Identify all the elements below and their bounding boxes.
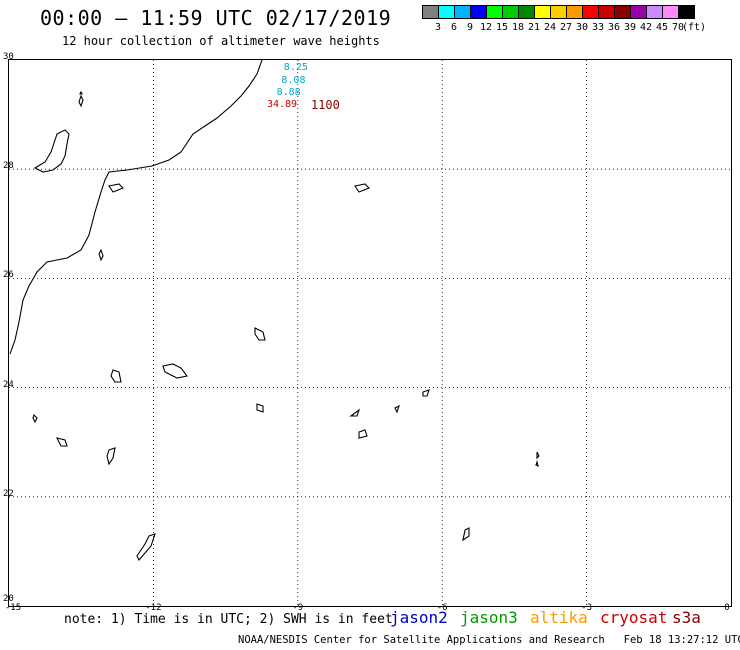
island-g	[55, 437, 68, 447]
wave-height-scale-labels: 3 6 9 12 15 18 21 24 27 30 33 36 39 42 45 70 (ft)	[422, 22, 738, 34]
island-k	[358, 429, 368, 439]
island-q	[136, 533, 156, 561]
scale-label: 12	[479, 22, 493, 33]
wave-height-color-scale	[422, 5, 695, 19]
map-subtitle: 12 hour collection of altimeter wave hei…	[62, 34, 380, 48]
wave-height-value: 8.08	[281, 74, 306, 86]
scale-swatch	[486, 5, 503, 19]
coastline-map	[9, 60, 731, 606]
scale-swatch	[662, 5, 679, 19]
scale-label: 9	[466, 22, 474, 33]
map-title: 00:00 — 11:59 UTC 02/17/2019	[40, 6, 392, 30]
longitude-tick-label: -9	[292, 603, 304, 613]
scale-swatch	[678, 5, 695, 19]
island-p	[462, 527, 470, 542]
longitude-tick-label: -3	[581, 603, 593, 613]
satellite-legend-altika: altika	[530, 608, 588, 627]
map-frame	[8, 59, 732, 607]
scale-label: 3	[434, 22, 442, 33]
island-d	[110, 369, 122, 383]
scale-label: (ft)	[681, 22, 707, 33]
latitude-tick-label: 26	[3, 270, 14, 281]
scale-swatch	[470, 5, 487, 19]
islands	[32, 90, 540, 561]
scale-swatch	[646, 5, 663, 19]
scale-swatch	[630, 5, 647, 19]
scale-swatch	[502, 5, 519, 19]
scale-label: 45	[655, 22, 669, 33]
island-l	[394, 404, 400, 414]
longitude-tick-label: -15	[4, 603, 22, 613]
wave-height-value: 8.88	[276, 86, 301, 98]
scale-swatch	[518, 5, 535, 19]
latitude-tick-label: 24	[3, 379, 14, 390]
scale-swatch	[422, 5, 439, 19]
longitude-tick-label: 0	[724, 603, 730, 613]
wave-height-value: 8.25	[283, 62, 308, 74]
time-label: 1100	[310, 98, 340, 113]
island-j	[349, 408, 361, 417]
satellite-legend-jason2: jason2	[390, 608, 448, 627]
scale-label: 21	[527, 22, 541, 33]
satellite-legend-cryosat: cryosat	[600, 608, 668, 627]
longitude-tick-label: -6	[436, 603, 448, 613]
scale-label: 27	[559, 22, 573, 33]
latitude-tick-label: 20	[3, 594, 14, 604]
satellite-legend-s3a: s3a	[672, 608, 701, 627]
scale-label: 6	[450, 22, 458, 33]
longitude-tick-label: -12	[145, 603, 162, 613]
scale-label: 15	[495, 22, 509, 33]
latitude-tick-label: 22	[3, 488, 14, 499]
island-i	[256, 403, 264, 413]
island-f	[32, 413, 38, 424]
scale-label: 70	[671, 22, 685, 33]
scale-swatch	[598, 5, 615, 19]
africa-coastline	[9, 60, 263, 355]
island-m	[422, 389, 430, 397]
footer-credit: NOAA/NESDIS Center for Satellite Applica…	[238, 634, 605, 646]
island-lanzarote	[33, 129, 70, 173]
scale-swatch	[534, 5, 551, 19]
island-c	[254, 327, 266, 341]
footer-timestamp: Feb 18 13:27:12 UTC 2019	[623, 634, 740, 646]
scale-swatch	[438, 5, 455, 19]
scale-label: 30	[575, 22, 589, 33]
scale-swatch	[582, 5, 599, 19]
scale-swatch	[454, 5, 471, 19]
island-small-north	[79, 90, 83, 95]
scale-label: 33	[591, 22, 605, 33]
island-b	[354, 183, 370, 193]
island-h	[106, 447, 116, 466]
footer: NOAA/NESDIS Center for Satellite Applica…	[238, 634, 740, 646]
scale-swatch	[550, 5, 567, 19]
scale-label: 18	[511, 22, 525, 33]
lat-lon-grid	[9, 60, 731, 606]
island-e	[162, 363, 188, 379]
island-n	[536, 451, 540, 460]
island-a	[98, 248, 104, 262]
satellite-legend-jason3: jason3	[460, 608, 518, 627]
wave-height-value: 34.89	[266, 99, 298, 111]
note-text: note: 1) Time is in UTC; 2) SWH is in fe…	[64, 612, 393, 627]
coastline-africa	[9, 60, 263, 355]
island-fuerteventura-bit	[108, 183, 124, 193]
island-alegranza	[78, 94, 84, 108]
latitude-tick-label: 30	[3, 52, 14, 62]
scale-label: 36	[607, 22, 621, 33]
latitude-tick-label: 28	[3, 161, 14, 172]
island-o	[535, 460, 539, 468]
scale-swatch	[566, 5, 583, 19]
scale-label: 42	[639, 22, 653, 33]
scale-swatch	[614, 5, 631, 19]
scale-label: 24	[543, 22, 557, 33]
scale-label: 39	[623, 22, 637, 33]
